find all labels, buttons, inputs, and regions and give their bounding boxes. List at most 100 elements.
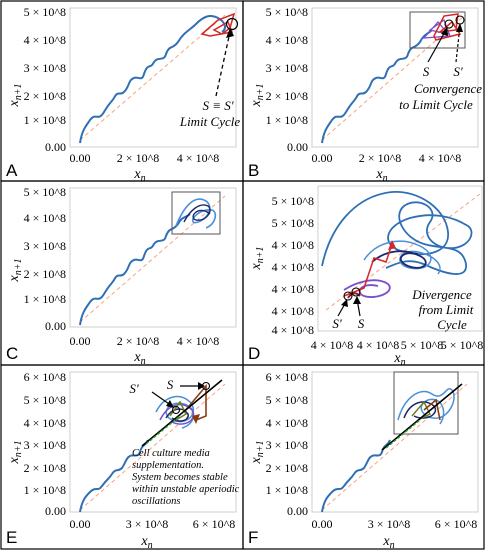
panel-B-letter: B xyxy=(248,161,259,180)
panel-C-ytick-4: 4 × 10^8 xyxy=(24,211,66,225)
panel-E-xtick-1: 3 × 10^8 xyxy=(126,517,168,531)
panel-E-annotation-5: within unstable aperiodic xyxy=(132,484,240,495)
panel-A-xtick-0: 0.00 xyxy=(70,151,91,165)
panel-F-ytick-4: 4 × 10^8 xyxy=(266,416,308,430)
panel-F-brown-path xyxy=(423,398,441,421)
panel-F-ytick-6: 6 × 10^8 xyxy=(266,370,308,384)
panel-E-trajectory xyxy=(79,439,149,513)
panel-A-ytick-5: 5 × 10^8 xyxy=(24,5,66,19)
panel-C-xtick-0: 0.00 xyxy=(70,334,91,348)
panel-E-annotation-6: oscillations xyxy=(132,496,180,507)
panel-A-limit-cycle xyxy=(200,12,236,37)
panel-F-cloud-dark xyxy=(403,401,437,419)
panel-D-xtick-1: 4 × 10^8 xyxy=(357,338,399,352)
panel-C-xtick-2: 4 × 10^8 xyxy=(177,334,219,348)
panel-F-xtick-0: 0.00 xyxy=(312,517,333,531)
panel-E-green-dash xyxy=(145,415,181,445)
panel-E-cloud-dark xyxy=(165,408,189,422)
panel-D-xtick-2: 5 × 10^8 xyxy=(401,338,443,352)
panel-D-ytick-6: 5 × 10^8 xyxy=(272,194,314,208)
panel-E-brown-arrowhead xyxy=(192,414,200,424)
panel-D-s-prime-marker xyxy=(343,291,353,301)
panel-B-xtick-2: 4 × 10^8 xyxy=(419,151,461,165)
panel-E-axes xyxy=(69,371,237,513)
panel-E-ytick-0: 0.00 xyxy=(45,504,66,518)
panel-B-s-marker xyxy=(444,19,454,29)
panel-C-zoom-box xyxy=(171,191,221,235)
panel-A-arrow xyxy=(215,31,231,97)
panel-A-arrowhead xyxy=(226,28,234,38)
panel-E-ytick-5: 5 × 10^8 xyxy=(24,393,66,407)
panel-F-ytick-0: 0.00 xyxy=(287,504,308,518)
panel-C-identity-line xyxy=(79,195,226,323)
panel-D-ytick-3: 4 × 10^8 xyxy=(272,260,314,274)
panel-A-xtick-2: 4 × 10^8 xyxy=(177,151,219,165)
panel-A-ytick-3: 3 × 10^8 xyxy=(24,61,66,75)
panel-D-axes xyxy=(317,185,483,332)
panel-F-xtick-1: 3 × 10^8 xyxy=(368,517,410,531)
panel-E-black-line xyxy=(141,379,223,447)
panel-B-axes xyxy=(311,7,479,148)
panel-F-trajectory xyxy=(321,439,391,513)
panel-F-letter: F xyxy=(248,528,258,547)
panel-E-ytick-4: 4 × 10^8 xyxy=(24,416,66,430)
panel-D-xtick-3: 5 × 10^8 xyxy=(441,338,483,352)
panel-D-ytick-4: 4 × 10^8 xyxy=(272,238,314,252)
panel-B-trajectory xyxy=(321,29,433,144)
panel-B: 5 × 10^8 4 × 10^8 3 × 10^8 2 × 10^8 1 × … xyxy=(248,5,482,184)
panel-B-arrowhead-s-prime xyxy=(456,23,463,32)
panel-F-xtick-2: 6 × 10^8 xyxy=(435,517,477,531)
panel-D-red-arrowhead xyxy=(388,240,396,250)
panel-B-ylabel: xn+1 xyxy=(249,84,266,108)
panel-D: 5 × 10^8 5 × 10^8 4 × 10^8 4 × 10^8 4 × … xyxy=(248,185,483,368)
panel-E-xtick-2: 6 × 10^8 xyxy=(193,517,235,531)
panel-E-annotation-4: System becomes stable xyxy=(132,472,228,483)
panel-A-ytick-2: 2 × 10^8 xyxy=(24,89,66,103)
panel-B-ytick-5: 5 × 10^8 xyxy=(266,5,308,19)
panel-F-ylabel: xn+1 xyxy=(249,441,266,465)
panel-B-ytick-2: 2 × 10^8 xyxy=(266,89,308,103)
panel-E-xlabel: xn xyxy=(140,534,152,550)
panel-E-s-prime-marker xyxy=(171,405,181,415)
panel-D-letter: D xyxy=(248,344,260,363)
panel-D-annotation-2: Divergence xyxy=(411,287,472,302)
panel-C-letter: C xyxy=(6,344,18,363)
panel-D-annotation-3: from Limit xyxy=(419,302,474,317)
panel-A-annotation-1: Limit Cycle xyxy=(179,114,241,129)
panel-B-ytick-3: 3 × 10^8 xyxy=(266,61,308,75)
panel-F-xlabel: xn xyxy=(382,534,394,550)
panel-B-annotation-3: to Limit Cycle xyxy=(399,97,473,112)
panel-D-ytick-0: 4 × 10^8 xyxy=(272,323,314,337)
panel-A-identity-line xyxy=(79,14,226,141)
panel-E: 6 × 10^8 5 × 10^8 4 × 10^8 3 × 10^8 2 × … xyxy=(6,370,240,550)
panel-E-cloud-purple xyxy=(159,403,195,425)
panel-D-annotation-4: Cycle xyxy=(437,317,467,332)
panel-E-annotation-1: S xyxy=(167,377,174,392)
panel-F-black-line xyxy=(381,383,463,451)
panel-F-ytick-3: 3 × 10^8 xyxy=(266,438,308,452)
panel-A-trajectory xyxy=(79,15,226,144)
panel-C-xtick-1: 2 × 10^8 xyxy=(117,334,159,348)
panel-D-annotation-0: S' xyxy=(332,316,342,331)
panel-B-arrow-s xyxy=(427,29,447,63)
panel-C-trajectory xyxy=(79,213,191,326)
panel-F: 6 × 10^8 5 × 10^8 4 × 10^8 3 × 10^8 2 × … xyxy=(248,370,479,550)
panel-A-ytick-1: 1 × 10^8 xyxy=(24,113,66,127)
panel-E-arrowhead-s-prime xyxy=(166,400,174,408)
panel-E-annotation-3: supplementation. xyxy=(132,460,204,471)
panel-B-zoom-box xyxy=(409,11,466,49)
panel-B-xtick-1: 2 × 10^8 xyxy=(359,151,401,165)
panel-F-zoom-box xyxy=(393,371,459,435)
panel-A-letter: A xyxy=(6,161,18,180)
panel-C: 5 × 10^8 4 × 10^8 3 × 10^8 2 × 10^8 1 × … xyxy=(6,185,237,367)
panel-B-ytick-4: 4 × 10^8 xyxy=(266,33,308,47)
panel-E-annotation-2: Cell culture media xyxy=(132,448,210,459)
panel-D-outer-loops xyxy=(321,191,473,275)
panel-D-s-marker xyxy=(351,287,361,297)
panel-E-ytick-6: 6 × 10^8 xyxy=(24,370,66,384)
panel-D-annotation-1: S xyxy=(358,316,365,331)
panel-F-ytick-1: 1 × 10^8 xyxy=(266,483,308,497)
panel-B-arrowhead-s xyxy=(441,27,448,36)
panel-A-ylabel: xn+1 xyxy=(7,84,24,108)
